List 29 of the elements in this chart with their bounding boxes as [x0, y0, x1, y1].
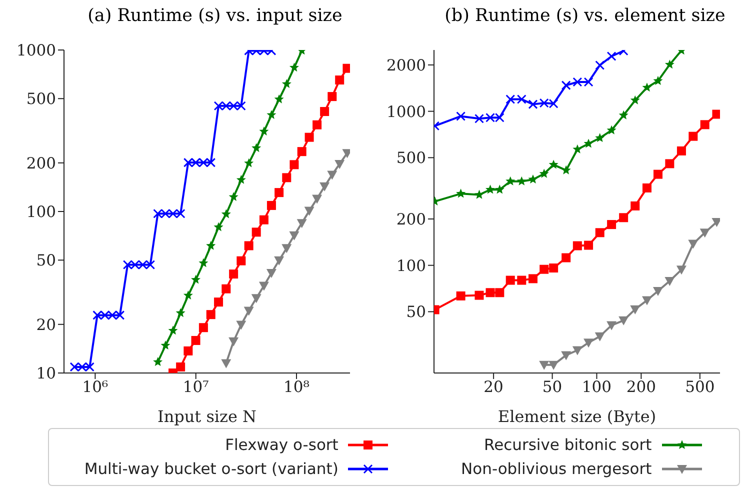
y-tick-label: 50 — [406, 303, 426, 322]
x-tick-label: 50 — [542, 378, 562, 396]
y-tick-label: 200 — [26, 154, 56, 172]
y-tick-label: 500 — [396, 149, 426, 168]
legend-label: Non-oblivious mergesort — [461, 460, 652, 478]
y-tick-label: 1000 — [16, 42, 56, 60]
y-tick-label: 2000 — [386, 56, 426, 74]
x-tick-label: 10⁷ — [182, 378, 209, 396]
x-axis-title: Input size N — [158, 407, 256, 426]
x-tick-label: 10⁸ — [284, 378, 310, 396]
x-tick-label: 100 — [582, 378, 612, 396]
y-tick-label: 100 — [26, 203, 56, 222]
x-axis-title: Element size (Byte) — [498, 407, 656, 426]
y-tick-label: 500 — [26, 90, 56, 108]
y-tick-label: 200 — [396, 210, 426, 228]
y-tick-label: 1000 — [386, 102, 426, 121]
x-tick-label: 10⁶ — [82, 378, 108, 396]
chart-title: (b) Runtime (s) vs. element size — [444, 6, 726, 26]
y-tick-label: 10 — [36, 364, 56, 383]
legend-label: Multi-way bucket o-sort (variant) — [84, 460, 338, 478]
x-tick-label: 500 — [685, 378, 715, 396]
chart-title: (a) Runtime (s) vs. input size — [86, 6, 344, 26]
y-tick-label: 20 — [36, 316, 56, 334]
y-tick-label: 50 — [36, 252, 56, 270]
y-tick-label: 100 — [396, 256, 426, 275]
legend-label: Recursive bitonic sort — [484, 436, 652, 454]
legend-label: Flexway o-sort — [225, 436, 338, 454]
x-tick-label: 200 — [626, 378, 656, 396]
x-tick-label: 20 — [484, 378, 504, 396]
